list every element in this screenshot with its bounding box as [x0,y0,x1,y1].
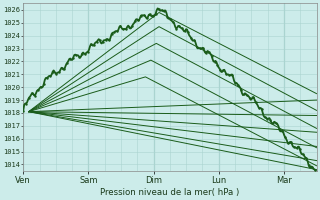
X-axis label: Pression niveau de la mer( hPa ): Pression niveau de la mer( hPa ) [100,188,239,197]
